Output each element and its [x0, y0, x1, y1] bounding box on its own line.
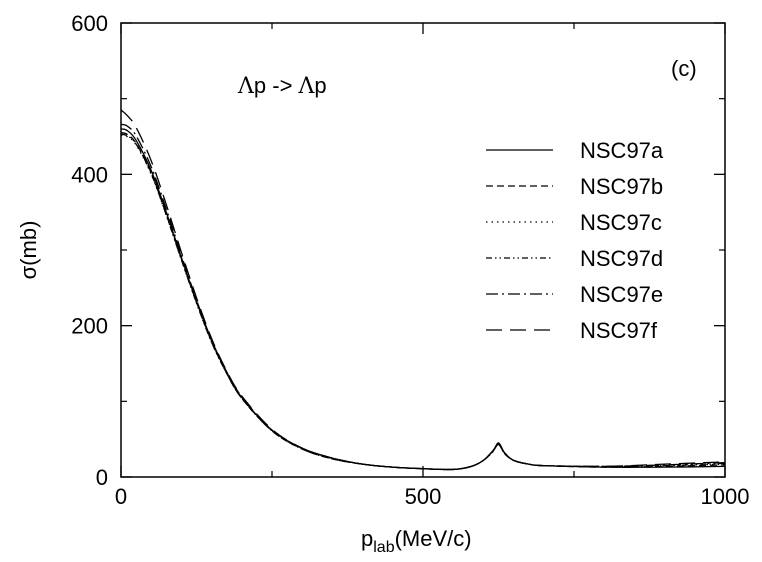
legend: NSC97a NSC97b NSC97c NSC97d NSC97e NSC97f — [486, 138, 664, 343]
lambda-symbol-2: Λ — [298, 74, 316, 99]
legend-label-nsc97d: NSC97d — [580, 246, 663, 271]
legend-label-nsc97c: NSC97c — [580, 210, 662, 235]
reaction-annotation: Λp -> Λp — [237, 73, 327, 99]
legend-label-nsc97f: NSC97f — [580, 318, 658, 343]
y-tick-label: 400 — [71, 162, 108, 187]
reaction-mid: p -> — [254, 73, 299, 98]
y-tick-label: 200 — [71, 314, 108, 339]
panel-label: (c) — [671, 56, 697, 81]
tick-labels: 0 500 1000 0 200 400 600 — [71, 11, 749, 509]
x-axis-label-sub: lab — [373, 539, 394, 556]
y-tick-label: 600 — [71, 11, 108, 36]
axis-ticks — [120, 22, 726, 478]
legend-label-nsc97e: NSC97e — [580, 282, 663, 307]
x-tick-label: 500 — [405, 484, 442, 509]
x-axis-label: plab(MeV/c) — [361, 526, 472, 556]
series-line-nsc97f — [120, 109, 726, 471]
legend-label-nsc97a: NSC97a — [580, 138, 664, 163]
series-lines — [120, 109, 726, 471]
legend-label-nsc97b: NSC97b — [580, 174, 663, 199]
x-axis-label-rest: (MeV/c) — [395, 526, 472, 551]
reaction-end: p — [314, 73, 326, 98]
x-axis-label-main: p — [361, 526, 373, 551]
y-tick-label: 0 — [96, 465, 108, 490]
y-axis-label: σ(mb) — [16, 221, 41, 280]
lambda-symbol-1: Λ — [237, 74, 255, 99]
x-tick-label: 1000 — [701, 484, 750, 509]
x-tick-label: 0 — [115, 484, 127, 509]
